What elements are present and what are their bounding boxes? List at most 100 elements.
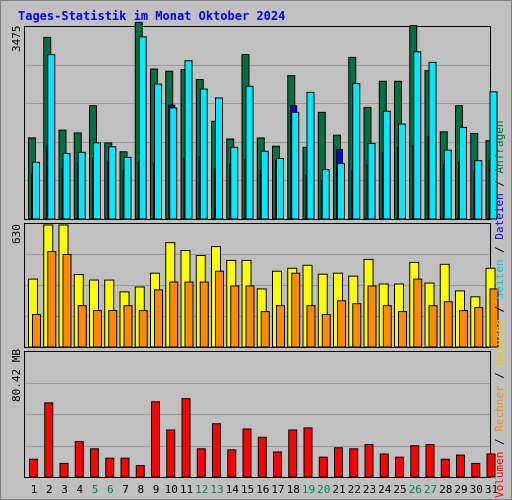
bar-volumen [303, 427, 313, 478]
bar-seiten [398, 123, 406, 220]
legend-volumen: Volumen [493, 452, 506, 498]
bar-seiten [291, 111, 300, 220]
bar-rechner [382, 305, 392, 348]
x-tick-label: 26 [409, 483, 422, 496]
bar-volumen [242, 428, 252, 478]
bar-volumen [257, 436, 267, 478]
bar-seiten [443, 149, 452, 220]
bar-volumen [44, 402, 54, 478]
bar-volumen [90, 448, 99, 478]
bar-seiten [382, 110, 391, 220]
x-tick-label: 10 [165, 483, 178, 496]
bar-seiten [489, 91, 498, 220]
bar-rechner [32, 314, 41, 348]
legend-sep-5: / [493, 173, 506, 193]
x-tick-label: 18 [287, 483, 300, 496]
bar-volumen [471, 462, 481, 478]
legend-dateien: Dateien [493, 193, 506, 239]
bar-volumen [395, 456, 404, 478]
x-tick-label: 27 [424, 483, 437, 496]
bar-seiten [154, 83, 162, 220]
bar-rechner [306, 305, 316, 348]
bar-seiten [199, 88, 208, 220]
bar-volumen [486, 453, 496, 478]
bar-seiten [413, 51, 422, 220]
x-tick-label: 30 [470, 483, 483, 496]
legend-sep-1: / [493, 432, 506, 452]
bar-volumen [166, 429, 176, 478]
bar-rechner [413, 278, 423, 348]
bar-rechner [77, 305, 87, 348]
bar-seiten [138, 36, 147, 220]
bar-rechner [215, 270, 224, 348]
x-tick-label: 13 [210, 483, 223, 496]
bar-seiten [428, 61, 437, 220]
bar-rechner [123, 305, 133, 348]
bar-volumen [440, 458, 450, 478]
bar-rechner [154, 289, 163, 348]
x-tick-label: 31 [485, 483, 498, 496]
bottom-ymax-label: 80.42 MB [10, 349, 23, 402]
bar-rechner [260, 311, 270, 348]
bar-rechner [337, 300, 346, 348]
bar-rechner [428, 305, 438, 348]
bar-volumen [349, 448, 359, 478]
bar-seiten [459, 126, 467, 220]
x-tick-label: 20 [317, 483, 330, 496]
bar-rechner [321, 314, 331, 348]
x-tick-label: 8 [137, 483, 144, 496]
x-tick-label: 3 [61, 483, 68, 496]
bar-volumen [181, 398, 191, 478]
x-tick-label: 4 [76, 483, 83, 496]
bar-volumen [74, 440, 84, 478]
bar-volumen [456, 454, 465, 478]
x-tick-label: 24 [378, 483, 392, 496]
bar-rechner [489, 288, 499, 348]
x-tick-label: 11 [180, 483, 193, 496]
middle-ymax-label: 630 [10, 224, 23, 244]
bar-seiten [169, 107, 178, 220]
bar-seiten [474, 160, 483, 220]
bar-volumen [196, 448, 206, 478]
panel-visits [24, 223, 499, 348]
panel-volume [24, 351, 496, 478]
bar-rechner [169, 281, 179, 348]
bar-rechner [367, 285, 377, 348]
x-tick-label: 29 [454, 483, 467, 496]
bar-seiten [62, 152, 71, 220]
x-tick-label: 6 [107, 483, 114, 496]
bar-volumen [227, 449, 237, 478]
bar-seiten [215, 97, 223, 220]
bar-seiten [108, 146, 117, 220]
bar-seiten [337, 162, 345, 220]
bar-rechner [276, 305, 285, 348]
bar-seiten [260, 150, 269, 220]
x-tick-label: 16 [256, 483, 269, 496]
x-tick-label: 22 [348, 483, 361, 496]
bar-seiten [245, 85, 254, 220]
bar-seiten [276, 157, 284, 220]
x-tick-label: 1 [31, 483, 38, 496]
x-tick-label: 7 [122, 483, 129, 496]
bar-volumen [212, 423, 221, 478]
bar-seiten [93, 142, 101, 220]
bar-rechner [93, 310, 102, 348]
legend-anfragen: Anfragen [493, 120, 506, 173]
panel-requests [24, 21, 498, 220]
bar-volumen [379, 453, 389, 478]
bar-rechner [474, 307, 484, 348]
x-tick-label: 2 [46, 483, 53, 496]
bar-rechner [352, 303, 362, 348]
bar-rechner [47, 251, 57, 348]
bar-rechner [108, 310, 118, 348]
x-tick-label: 15 [241, 483, 254, 496]
bar-rechner [138, 310, 148, 348]
bar-volumen [288, 429, 298, 478]
x-tick-label: 23 [363, 483, 376, 496]
bar-rechner [230, 285, 240, 348]
x-tick-label: 5 [92, 483, 99, 496]
legend-seiten: Seiten [493, 260, 506, 300]
x-tick-label: 21 [332, 483, 345, 496]
